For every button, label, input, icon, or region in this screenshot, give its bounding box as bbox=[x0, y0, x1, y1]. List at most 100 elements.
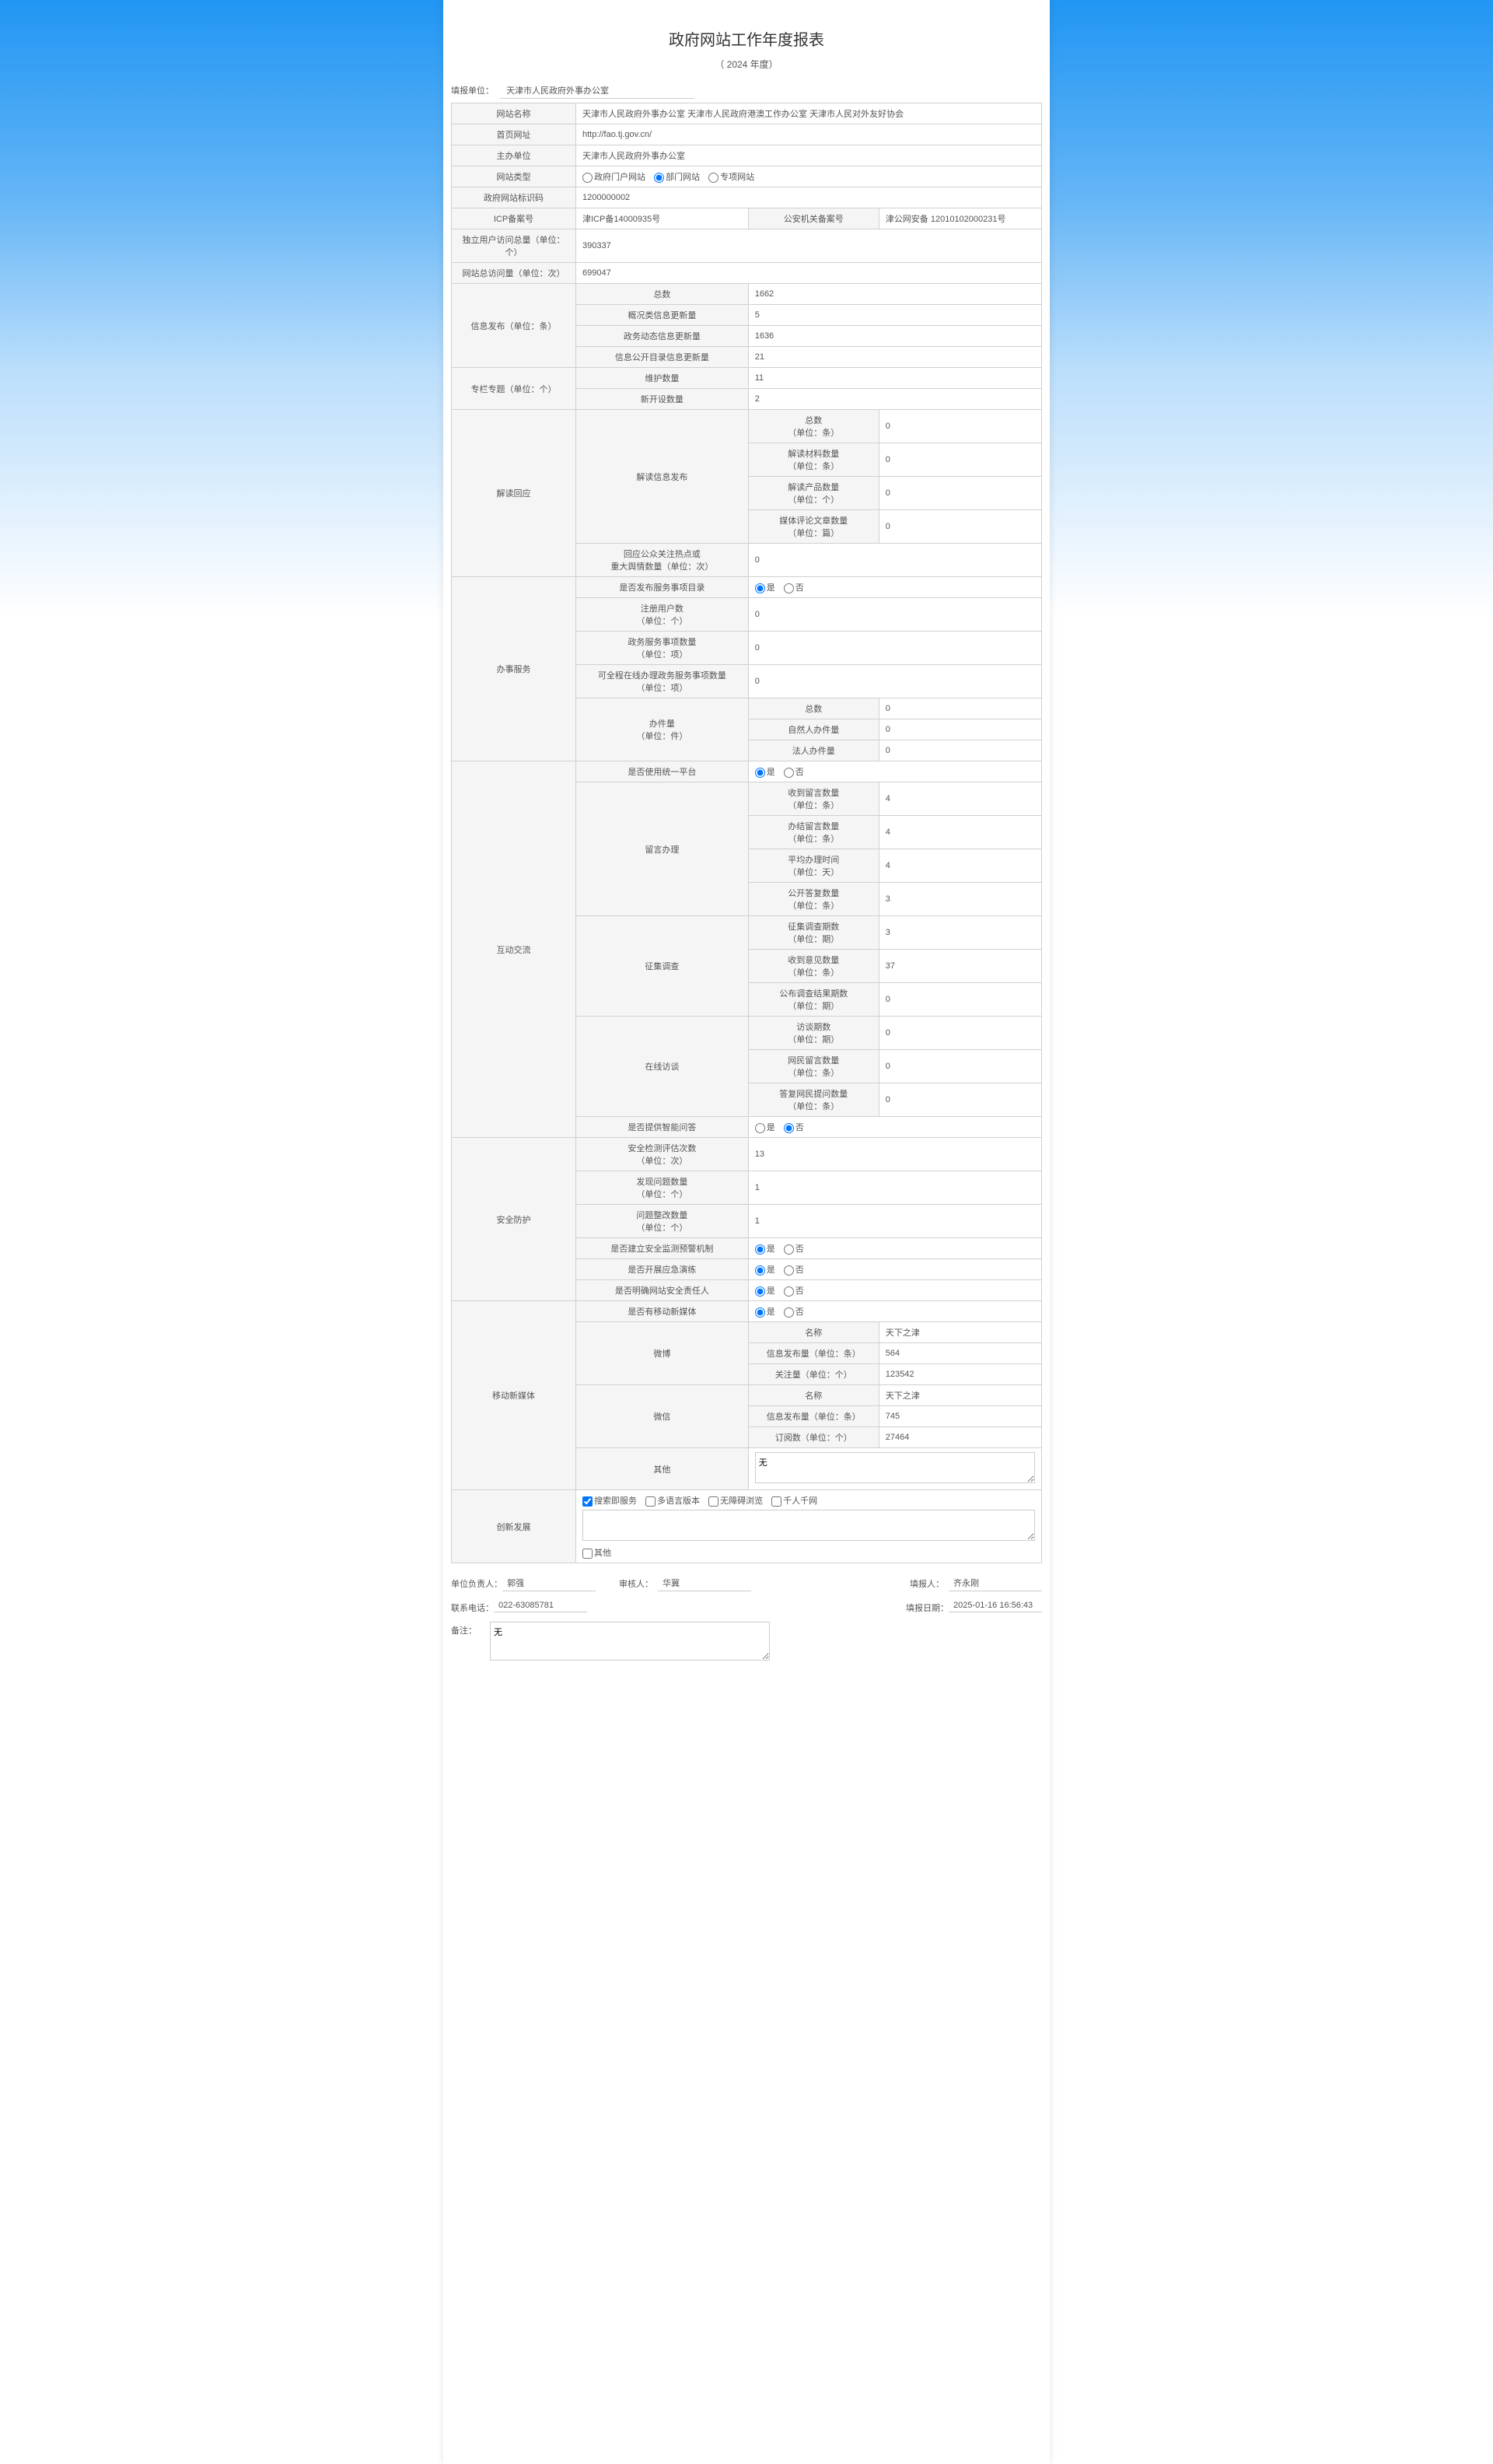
radio-secmon-yes[interactable] bbox=[755, 1244, 765, 1255]
value-ip-overview: 5 bbox=[748, 305, 1041, 326]
label-auditor: 审核人： bbox=[619, 1575, 658, 1590]
page-title: 政府网站工作年度报表 bbox=[443, 16, 1050, 58]
label-site-type: 网站类型 bbox=[452, 166, 576, 187]
radio-svc-no[interactable] bbox=[784, 583, 794, 593]
label-homepage: 首页网址 bbox=[452, 124, 576, 145]
cb-other[interactable] bbox=[582, 1549, 593, 1559]
label-survey-pub: 公布调查结果期数 （单位：期） bbox=[748, 983, 879, 1017]
label-wechat: 微信 bbox=[576, 1385, 749, 1448]
label-int-media: 媒体评论文章数量 （单位：篇） bbox=[748, 510, 879, 544]
label-svc-vtotal: 总数 bbox=[748, 698, 879, 719]
cb-access[interactable] bbox=[708, 1496, 719, 1507]
value-int-response: 0 bbox=[748, 544, 1041, 577]
label-interview-reply: 答复网民提问数量 （单位：条） bbox=[748, 1083, 879, 1117]
value-sec-person: 是 否 bbox=[748, 1280, 1041, 1301]
radio-secperson-yes[interactable] bbox=[755, 1286, 765, 1297]
radio-svc-yes[interactable] bbox=[755, 583, 765, 593]
label-survey-period: 征集调查期数 （单位：期） bbox=[748, 916, 879, 950]
label-weibo: 微博 bbox=[576, 1322, 749, 1385]
value-int-product: 0 bbox=[879, 477, 1041, 510]
radio-hasmob-yes[interactable] bbox=[755, 1307, 765, 1318]
value-sponsor: 天津市人民政府外事办公室 bbox=[576, 145, 1042, 166]
radio-smart-no[interactable] bbox=[784, 1123, 794, 1133]
value-phone: 022-63085781 bbox=[494, 1599, 587, 1612]
value-svc-vlegal: 0 bbox=[879, 740, 1041, 761]
label-svc-online: 可全程在线办理政务服务事项数量 （单位：项） bbox=[576, 665, 749, 698]
label-total-visits: 网站总访问量（单位：次） bbox=[452, 263, 576, 284]
value-svc-online: 0 bbox=[748, 665, 1041, 698]
label-survey-recv: 收到意见数量 （单位：条） bbox=[748, 950, 879, 983]
radio-portal[interactable] bbox=[582, 173, 593, 183]
radio-dept[interactable] bbox=[654, 173, 664, 183]
label-weibo-follow: 关注量（单位：个） bbox=[748, 1364, 879, 1385]
label-msg-recv: 收到留言数量 （单位：条） bbox=[748, 782, 879, 816]
radio-special[interactable] bbox=[708, 173, 719, 183]
value-innovation: 搜索即服务 多语言版本 无障碍浏览 千人千网 其他 bbox=[576, 1490, 1042, 1563]
value-svc-items: 0 bbox=[748, 632, 1041, 665]
label-interpret-pub: 解读信息发布 bbox=[576, 410, 749, 544]
radio-plat-no[interactable] bbox=[784, 768, 794, 778]
value-msg-recv: 4 bbox=[879, 782, 1041, 816]
label-ip-total: 总数 bbox=[576, 284, 749, 305]
value-smart: 是 否 bbox=[748, 1117, 1041, 1138]
value-msg-done: 4 bbox=[879, 816, 1041, 849]
radio-secdrill-no[interactable] bbox=[784, 1265, 794, 1276]
textarea-remark[interactable] bbox=[490, 1622, 770, 1661]
label-security: 安全防护 bbox=[452, 1138, 576, 1301]
value-total-visits: 699047 bbox=[576, 263, 1042, 284]
value-interview-period: 0 bbox=[879, 1017, 1041, 1050]
radio-plat-yes[interactable] bbox=[755, 768, 765, 778]
label-sec-found: 发现问题数量 （单位：个） bbox=[576, 1171, 749, 1205]
value-has-mobile: 是 否 bbox=[748, 1301, 1041, 1322]
label-remark: 备注： bbox=[451, 1622, 490, 1636]
radio-secperson-no[interactable] bbox=[784, 1286, 794, 1297]
label-site-name: 网站名称 bbox=[452, 103, 576, 124]
value-svc-reg: 0 bbox=[748, 598, 1041, 632]
label-service: 办事服务 bbox=[452, 577, 576, 761]
textarea-mob-other[interactable] bbox=[755, 1452, 1035, 1483]
textarea-innovation[interactable] bbox=[582, 1510, 1035, 1541]
radio-smart-yes[interactable] bbox=[755, 1123, 765, 1133]
value-sec-monitor: 是 否 bbox=[748, 1238, 1041, 1259]
label-msg: 留言办理 bbox=[576, 782, 749, 916]
label-sec-fixed: 问题整改数量 （单位：个） bbox=[576, 1205, 749, 1238]
label-int-platform: 是否使用统一平台 bbox=[576, 761, 749, 782]
label-int-total: 总数 （单位：条） bbox=[748, 410, 879, 443]
label-int-response: 回应公众关注热点或 重大舆情数量（单位：次） bbox=[576, 544, 749, 577]
cb-search[interactable] bbox=[582, 1496, 593, 1507]
opt-portal: 政府门户网站 bbox=[594, 173, 645, 182]
footer: 单位负责人： 郭强 审核人： 华冀 填报人： 齐永刚 联系电话： 022-630… bbox=[451, 1575, 1042, 1661]
value-col-maintain: 11 bbox=[748, 368, 1041, 389]
label-svc-vlegal: 法人办件量 bbox=[748, 740, 879, 761]
label-sec-drill: 是否开展应急演练 bbox=[576, 1259, 749, 1280]
radio-secmon-no[interactable] bbox=[784, 1244, 794, 1255]
label-mob-other: 其他 bbox=[576, 1448, 749, 1490]
label-weibo-name: 名称 bbox=[748, 1322, 879, 1343]
value-sec-drill: 是 否 bbox=[748, 1259, 1041, 1280]
value-report-date: 2025-01-16 16:56:43 bbox=[949, 1599, 1042, 1612]
value-svc-catalog: 是 否 bbox=[748, 577, 1041, 598]
label-svc-reg: 注册用户数 （单位：个） bbox=[576, 598, 749, 632]
value-interview-reply: 0 bbox=[879, 1083, 1041, 1117]
label-info-pub: 信息发布（单位：条） bbox=[452, 284, 576, 368]
label-report-date: 填报日期： bbox=[906, 1599, 949, 1614]
label-sec-check: 安全检测评估次数 （单位：次） bbox=[576, 1138, 749, 1171]
label-msg-done: 办结留言数量 （单位：条） bbox=[748, 816, 879, 849]
radio-secdrill-yes[interactable] bbox=[755, 1265, 765, 1276]
label-svc-vperson: 自然人办件量 bbox=[748, 719, 879, 740]
label-wechat-sub: 订阅数（单位：个） bbox=[748, 1427, 879, 1448]
value-col-new: 2 bbox=[748, 389, 1041, 410]
label-ip-overview: 概况类信息更新量 bbox=[576, 305, 749, 326]
opt-special: 专项网站 bbox=[720, 173, 754, 182]
filler-unit-label: 填报单位： bbox=[451, 84, 498, 96]
value-mob-other bbox=[748, 1448, 1041, 1490]
cb-multi[interactable] bbox=[645, 1496, 656, 1507]
radio-hasmob-no[interactable] bbox=[784, 1307, 794, 1318]
value-reporter: 齐永刚 bbox=[949, 1575, 1042, 1591]
label-msg-pub: 公开答复数量 （单位：条） bbox=[748, 883, 879, 916]
cb-thousand[interactable] bbox=[771, 1496, 781, 1507]
value-wechat-pub: 745 bbox=[879, 1406, 1041, 1427]
value-wechat-name: 天下之津 bbox=[879, 1385, 1041, 1406]
label-wechat-name: 名称 bbox=[748, 1385, 879, 1406]
value-ip-total: 1662 bbox=[748, 284, 1041, 305]
